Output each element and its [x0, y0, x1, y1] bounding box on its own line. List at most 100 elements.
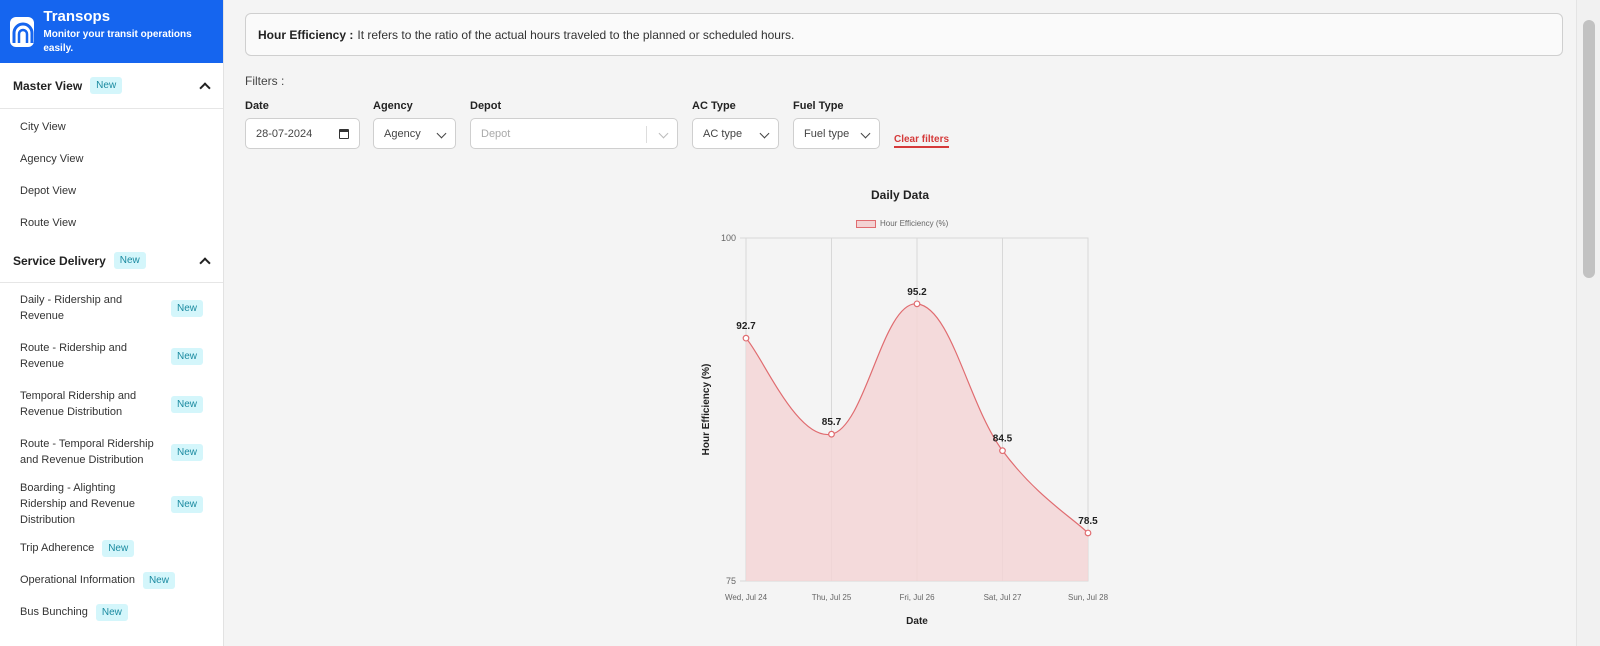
- sidebar-item-route-ridership[interactable]: Route - Ridership and Revenue New: [0, 332, 223, 380]
- brand-title: Transops: [43, 7, 111, 25]
- chevron-up-icon[interactable]: [200, 256, 210, 266]
- ac-type-value: AC type: [703, 127, 743, 140]
- master-view-section-toggle[interactable]: Master View New: [0, 63, 223, 109]
- y-tick-label: 75: [726, 576, 736, 586]
- date-input[interactable]: 28-07-2024: [245, 118, 360, 149]
- hour-efficiency-chart: 75 100 Wed, Jul 24 Thu, Jul 25 Fri, Jul 26 Sa…: [701, 233, 1109, 627]
- sidebar-item-label: Depot View: [20, 185, 77, 197]
- sidebar-item-label: Operational Information: [20, 574, 135, 586]
- sidebar-item-label: Temporal Ridership and Revenue Distribut…: [20, 390, 137, 418]
- x-tick-label: Sat, Jul 27: [984, 593, 1022, 602]
- depot-select[interactable]: Depot: [470, 118, 678, 149]
- sidebar-item-label: Daily - Ridership and Revenue: [20, 294, 123, 322]
- date-value: 28-07-2024: [256, 127, 313, 140]
- sidebar-item-label: Agency View: [20, 153, 84, 165]
- data-point: [999, 447, 1006, 455]
- agency-filter-label: Agency: [373, 100, 413, 112]
- sidebar-item-daily-ridership[interactable]: Daily - Ridership and Revenue New: [0, 284, 223, 332]
- page-scrollbar[interactable]: [1576, 0, 1600, 646]
- sidebar-item-label: Route - Ridership and Revenue: [20, 342, 128, 370]
- new-badge: New: [113, 252, 146, 269]
- date-filter: Date 28-07-2024: [245, 100, 360, 149]
- chart-legend[interactable]: Hour Efficiency (%): [856, 219, 948, 228]
- sidebar-item-temporal-ridership[interactable]: Temporal Ridership and Revenue Distribut…: [0, 380, 223, 428]
- sidebar-item-agency-view[interactable]: Agency View: [0, 143, 223, 175]
- sidebar-item-label: City View: [20, 121, 66, 133]
- sidebar-item-trip-adherence[interactable]: Trip Adherence New: [0, 532, 223, 564]
- sidebar-item-label: Trip Adherence: [20, 542, 95, 554]
- sidebar-item-label: Route View: [20, 217, 77, 229]
- sidebar-item-label: Boarding - Alighting Ridership and Reven…: [20, 482, 135, 526]
- sidebar-item-label: Bus Bunching: [20, 606, 88, 618]
- sidebar-item-label: Route - Temporal Ridership and Revenue D…: [20, 438, 154, 466]
- ac-type-filter: AC Type AC type: [692, 100, 779, 149]
- agency-select[interactable]: Agency: [373, 118, 456, 149]
- legend-swatch: [856, 219, 876, 228]
- chevron-up-icon[interactable]: [200, 81, 210, 91]
- date-filter-label: Date: [245, 100, 269, 112]
- legend-label: Hour Efficiency (%): [880, 219, 949, 228]
- ac-type-select[interactable]: AC type: [692, 118, 779, 149]
- clear-filters-link[interactable]: Clear filters: [894, 134, 950, 148]
- new-badge: New: [90, 77, 123, 94]
- main-content: Hour Efficiency : It refers to the ratio…: [224, 0, 1576, 646]
- x-tick-label: Thu, Jul 25: [812, 593, 852, 602]
- fuel-type-filter-label: Fuel Type: [793, 100, 844, 112]
- data-point: [742, 334, 750, 342]
- sidebar-item-route-view[interactable]: Route View: [0, 207, 223, 239]
- depot-filter-label: Depot: [470, 100, 502, 112]
- x-tick-label: Wed, Jul 24: [725, 593, 768, 602]
- depot-placeholder: Depot: [481, 127, 511, 140]
- sidebar-item-depot-view[interactable]: Depot View: [0, 175, 223, 207]
- data-label: 85.7: [822, 417, 842, 428]
- fuel-type-value: Fuel type: [804, 127, 850, 140]
- y-axis-title: Hour Efficiency (%): [701, 364, 712, 456]
- brand-subtitle: Monitor your transit operations easily.: [43, 28, 192, 54]
- sidebar-item-operational-information[interactable]: Operational Information New: [0, 564, 223, 596]
- data-label: 92.7: [736, 321, 756, 332]
- fuel-type-select[interactable]: Fuel type: [793, 118, 880, 149]
- metric-term: Hour Efficiency :: [258, 27, 354, 42]
- metric-definition: It refers to the ratio of the actual hou…: [357, 27, 795, 42]
- sidebar-item-bus-bunching[interactable]: Bus Bunching New: [0, 596, 223, 628]
- new-badge: New: [142, 571, 175, 589]
- data-point: [913, 300, 921, 308]
- data-label: 84.5: [993, 434, 1013, 445]
- sidebar: Transops Monitor your transit operations…: [0, 0, 224, 646]
- agency-filter: Agency Agency: [373, 100, 456, 149]
- x-axis-title: Date: [906, 616, 928, 627]
- new-badge: New: [170, 299, 203, 317]
- data-label: 78.5: [1078, 516, 1098, 527]
- new-badge: New: [95, 603, 128, 621]
- ac-type-filter-label: AC Type: [692, 100, 736, 112]
- data-point: [1084, 529, 1092, 537]
- section-label: Master View: [13, 78, 83, 93]
- new-badge: New: [170, 443, 203, 461]
- transops-logo-icon: [10, 16, 35, 47]
- service-delivery-section-toggle[interactable]: Service Delivery New: [0, 239, 223, 283]
- section-label: Service Delivery: [13, 253, 106, 268]
- x-tick-label: Fri, Jul 26: [899, 593, 935, 602]
- depot-filter: Depot Depot: [470, 100, 678, 149]
- sidebar-item-route-temporal-ridership[interactable]: Route - Temporal Ridership and Revenue D…: [0, 428, 223, 476]
- select-separator: [646, 126, 647, 143]
- series-area: [746, 303, 1088, 581]
- sidebar-item-city-view[interactable]: City View: [0, 111, 223, 143]
- x-tick-label: Sun, Jul 28: [1068, 593, 1109, 602]
- calendar-icon[interactable]: [339, 129, 349, 139]
- new-badge: New: [170, 347, 203, 365]
- scrollbar-thumb[interactable]: [1583, 20, 1595, 278]
- new-badge: New: [170, 395, 203, 413]
- data-label: 95.2: [907, 287, 927, 298]
- filters-label: Filters :: [245, 74, 285, 88]
- brand-header[interactable]: Transops Monitor your transit operations…: [0, 0, 223, 63]
- new-badge: New: [170, 495, 203, 513]
- agency-value: Agency: [384, 127, 421, 140]
- chart-title: Daily Data: [870, 188, 930, 202]
- new-badge: New: [102, 539, 135, 557]
- data-point: [828, 430, 835, 438]
- sidebar-item-boarding-alighting[interactable]: Boarding - Alighting Ridership and Reven…: [0, 476, 223, 532]
- metric-definition-box: Hour Efficiency : It refers to the ratio…: [245, 13, 1563, 56]
- y-tick-label: 100: [721, 233, 736, 243]
- fuel-type-filter: Fuel Type Fuel type: [793, 100, 880, 149]
